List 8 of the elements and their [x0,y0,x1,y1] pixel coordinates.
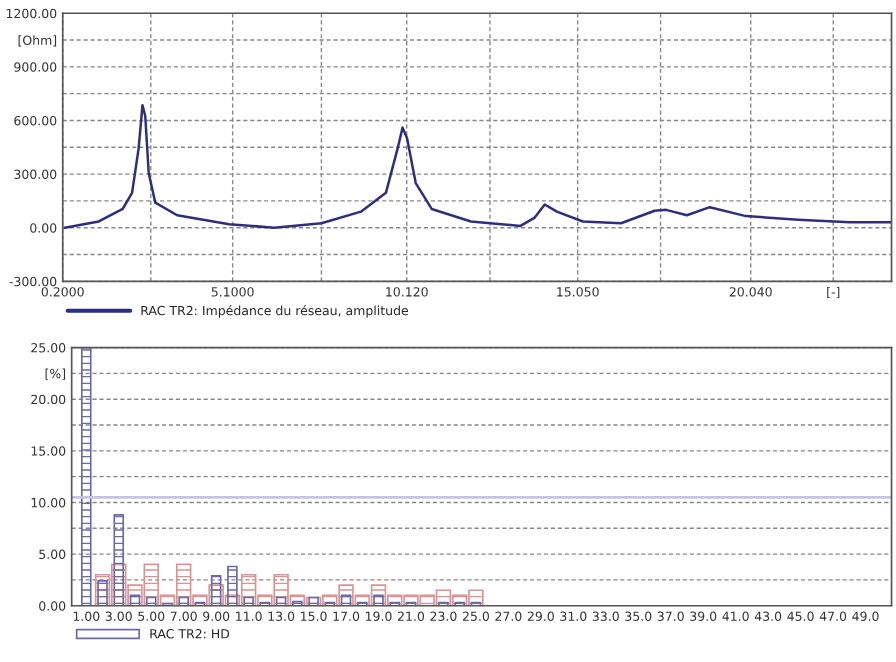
bar [178,596,189,606]
bar [243,596,254,606]
bar [145,596,157,606]
bar [227,565,238,606]
bar [210,574,222,606]
line-series [63,104,892,229]
bar [113,514,125,606]
bar [80,347,92,606]
